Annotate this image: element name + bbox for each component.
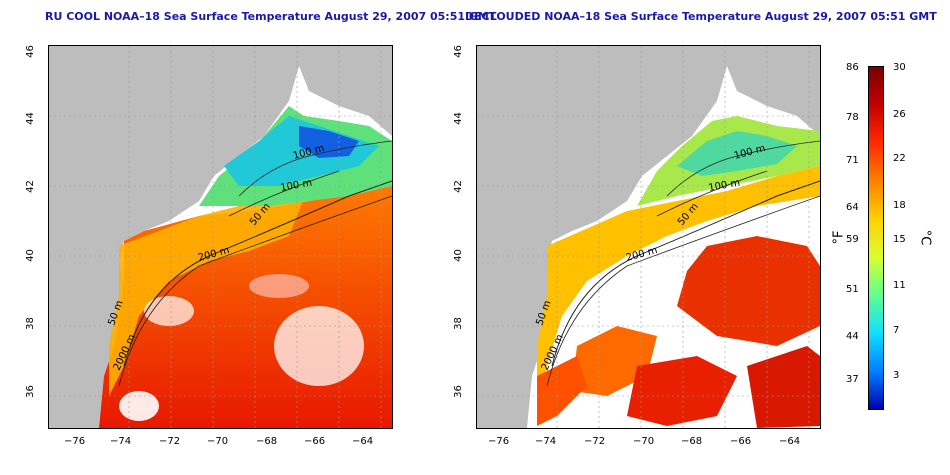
f-tick: 44 [846, 331, 859, 342]
land-mass [49, 46, 392, 428]
lat-tick: 38 [24, 317, 36, 330]
f-tick: 37 [846, 374, 859, 385]
f-tick: 59 [846, 234, 859, 245]
lon-tick: −66 [730, 436, 752, 447]
lon-tick: −76 [64, 436, 86, 447]
lat-tick: 38 [452, 317, 464, 330]
left-sst-map: 100 m 100 m 50 m 200 m 50 m 2000 m [48, 45, 393, 429]
lat-tick: 36 [24, 385, 36, 398]
c-tick: 7 [893, 325, 900, 336]
lat-tick: 46 [452, 45, 464, 58]
contour-label: 100 m [708, 178, 741, 194]
c-tick: 18 [893, 200, 906, 211]
lat-tick: 42 [452, 180, 464, 193]
lat-tick: 44 [452, 112, 464, 125]
lon-tick: −72 [584, 436, 606, 447]
lat-tick: 36 [452, 385, 464, 398]
lon-tick: −68 [681, 436, 703, 447]
gridlines [49, 46, 392, 428]
contour-label: 100 m [280, 178, 313, 194]
c-tick: 26 [893, 109, 906, 120]
c-tick: 30 [893, 62, 906, 73]
right-map-title: DECLOUDED NOAA–18 Sea Surface Temperatur… [465, 10, 937, 23]
gridlines [477, 46, 820, 428]
lon-tick: −76 [488, 436, 510, 447]
temperature-colorbar [868, 66, 884, 410]
lat-tick: 46 [24, 45, 36, 58]
land-mass [477, 46, 820, 428]
unit-fahrenheit-label: °F [831, 230, 847, 245]
lon-tick: −70 [633, 436, 655, 447]
lat-tick: 40 [452, 249, 464, 262]
lon-tick: −74 [110, 436, 132, 447]
lat-tick: 44 [24, 112, 36, 125]
lat-tick: 42 [24, 180, 36, 193]
lon-tick: −64 [352, 436, 374, 447]
f-tick: 51 [846, 284, 859, 295]
f-tick: 64 [846, 202, 859, 213]
lon-tick: −74 [535, 436, 557, 447]
c-tick: 15 [893, 234, 906, 245]
f-tick: 78 [846, 112, 859, 123]
lon-tick: −64 [779, 436, 801, 447]
c-tick: 11 [893, 280, 906, 291]
f-tick: 86 [846, 62, 859, 73]
lat-tick: 40 [24, 249, 36, 262]
lon-tick: −68 [256, 436, 278, 447]
lon-tick: −72 [159, 436, 181, 447]
unit-celsius-label: °C [917, 229, 933, 246]
left-map-title: RU COOL NOAA–18 Sea Surface Temperature … [45, 10, 497, 23]
f-tick: 71 [846, 155, 859, 166]
c-tick: 22 [893, 153, 906, 164]
lon-tick: −66 [304, 436, 326, 447]
lon-tick: −70 [207, 436, 229, 447]
right-sst-map: 100 m 100 m 50 m 200 m 50 m 2000 m [476, 45, 821, 429]
c-tick: 3 [893, 370, 900, 381]
